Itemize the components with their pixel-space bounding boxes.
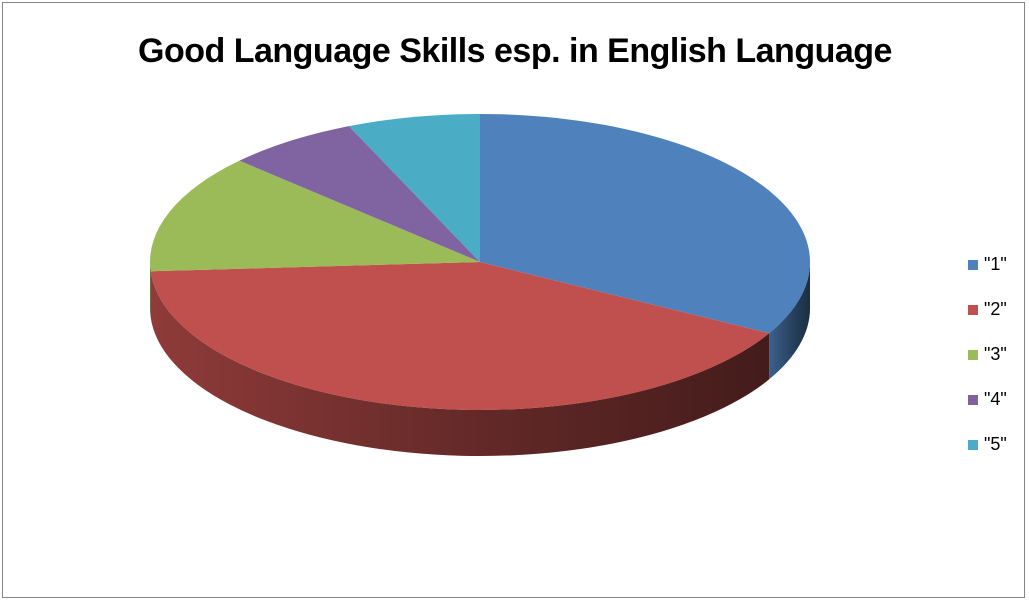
legend-swatch [968, 439, 978, 450]
legend-item-5: "5" [968, 422, 1007, 467]
pie-slice-5 [348, 114, 480, 262]
pie-slice-2 [150, 262, 770, 410]
pie-slice-1 [480, 114, 810, 334]
legend-item-2: "2" [968, 287, 1007, 332]
pie-slice-4 [239, 126, 480, 262]
legend-swatch [968, 349, 978, 360]
legend-swatch [968, 259, 978, 270]
pie-slice-side-shade-3 [150, 262, 151, 318]
legend-label: "2" [984, 299, 1007, 319]
pie-slices [150, 114, 810, 410]
legend-label: "1" [984, 254, 1007, 274]
legend-swatch [968, 394, 978, 405]
legend-item-3: "3" [968, 332, 1007, 377]
legend-label: "5" [984, 434, 1007, 454]
legend-swatch [968, 304, 978, 315]
chart-title: Good Language Skills esp. in English Lan… [138, 32, 892, 70]
legend-label: "4" [984, 389, 1007, 409]
legend: "1" "2" "3" "4" "5" [968, 242, 1007, 467]
pie-slice-side-shade-1 [769, 262, 810, 380]
pie-slice-3 [150, 160, 481, 272]
pie-sides [150, 262, 810, 456]
pie-slice-side-shade-2 [150, 271, 770, 456]
legend-label: "3" [984, 344, 1007, 364]
legend-item-1: "1" [968, 242, 1007, 287]
legend-item-4: "4" [968, 377, 1007, 422]
